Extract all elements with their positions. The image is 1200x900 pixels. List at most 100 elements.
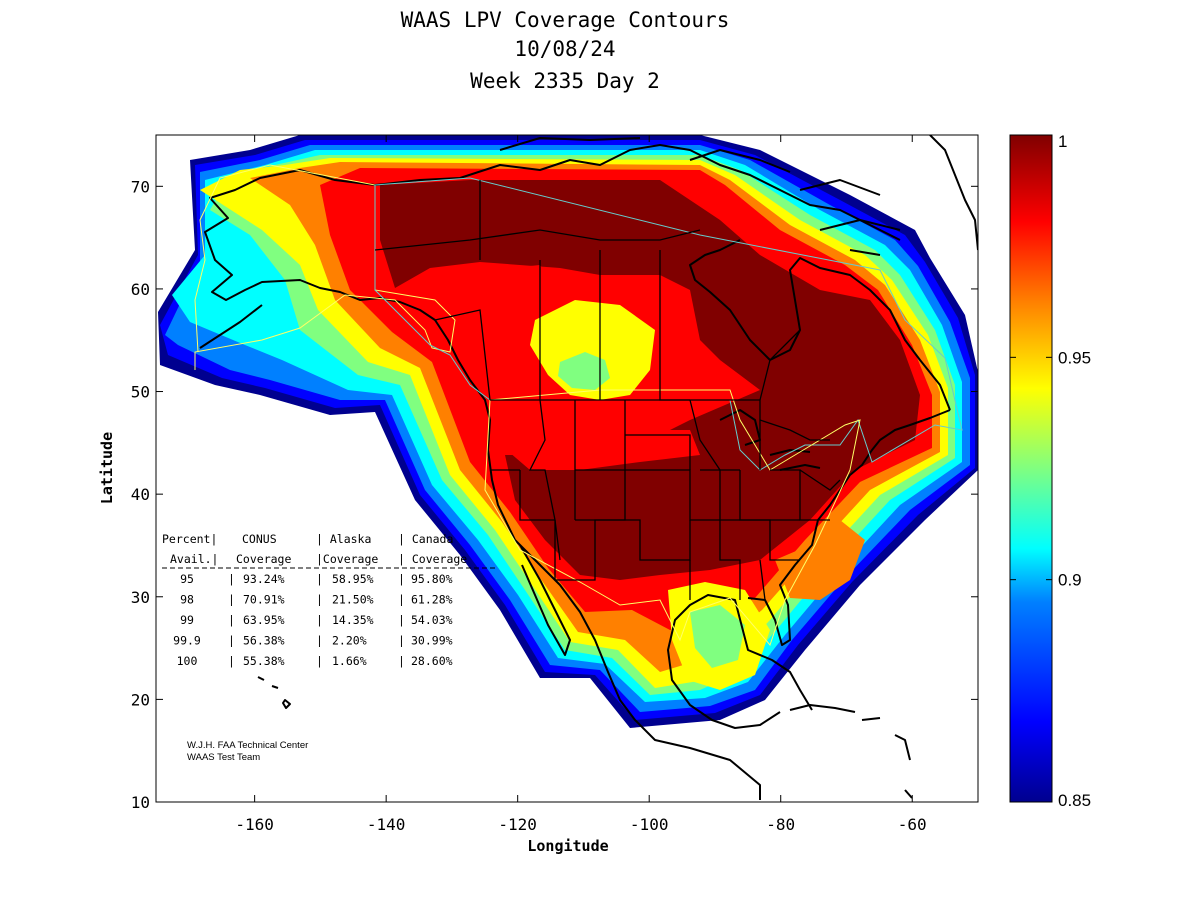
y-tick-label: 50 xyxy=(131,383,150,402)
coastline-pacific xyxy=(434,319,761,800)
coastline-caribbean xyxy=(789,704,913,799)
cell-percent: 99.9 xyxy=(173,634,201,648)
cell-alaska: 58.95% xyxy=(332,572,374,586)
cell-sep: | xyxy=(398,634,405,648)
coastline-alaska-peninsula xyxy=(199,304,263,349)
cell-canada: 28.60% xyxy=(411,654,453,668)
province-borders xyxy=(374,180,801,401)
colorbar-tick-label: 0.95 xyxy=(1058,348,1091,367)
x-tick-label: -120 xyxy=(498,815,537,834)
colorbar-tick-label: 0.9 xyxy=(1058,571,1082,590)
cell-alaska: 2.20% xyxy=(332,634,367,648)
x-tick-label: -160 xyxy=(235,815,274,834)
header-conus: CONUS xyxy=(242,532,277,546)
conus-boundary xyxy=(484,389,861,646)
header-alaska-coverage: |Coverage xyxy=(316,552,378,566)
coverage-pocket-gulf-green xyxy=(690,605,745,668)
cell-alaska: 1.66% xyxy=(332,654,367,668)
x-tick-label: -60 xyxy=(898,815,927,834)
coverage-table: Percent| CONUS | Alaska | Canada Avail.| Cov… xyxy=(162,532,495,668)
canada-boundary xyxy=(374,177,963,471)
header-percent: Percent| xyxy=(162,532,217,546)
coverage-contours xyxy=(158,135,978,728)
coastline-alaska xyxy=(204,169,436,321)
coastline-gulf xyxy=(667,594,813,729)
coastlines xyxy=(199,135,978,800)
coverage-band-100 xyxy=(380,180,920,580)
cell-canada: 61.28% xyxy=(411,593,453,607)
table-rows: 95 | 93.24% | 58.95% | 95.80% 98 | 70.91% | 21.50% |… xyxy=(173,572,452,668)
header-alaska: | Alaska xyxy=(316,532,371,546)
coastline-greenland xyxy=(929,135,978,251)
coastline-east-canada xyxy=(689,239,951,411)
great-lakes xyxy=(719,409,821,471)
cell-sep: | xyxy=(316,572,323,586)
cell-alaska: 14.35% xyxy=(332,613,374,627)
title-line-3: Week 2335 Day 2 xyxy=(470,69,660,93)
x-axis-label: Longitude xyxy=(527,837,608,855)
y-axis-label: Latitude xyxy=(98,432,116,504)
cell-sep: | xyxy=(316,634,323,648)
title-line-2: 10/08/24 xyxy=(514,37,615,61)
coverage-pocket-midcanada-green xyxy=(558,352,610,390)
cell-percent: 98 xyxy=(180,593,194,607)
cell-sep: | xyxy=(316,654,323,668)
y-tick-label: 10 xyxy=(131,793,150,812)
cell-sep: | xyxy=(398,613,405,627)
y-tick-label: 40 xyxy=(131,485,150,504)
coastline-arctic xyxy=(374,144,901,241)
cell-sep: | xyxy=(398,572,405,586)
header-canada-coverage: | Coverage xyxy=(398,552,467,566)
x-tick-label: -140 xyxy=(367,815,406,834)
plot-frame xyxy=(155,134,979,803)
y-tick-label: 30 xyxy=(131,588,150,607)
cell-sep: | xyxy=(228,654,235,668)
chart-title: WAAS LPV Coverage Contours 10/08/24 Week… xyxy=(401,8,730,93)
cell-canada: 54.03% xyxy=(411,613,453,627)
credit-line-2: WAAS Test Team xyxy=(187,752,260,763)
y-axis: 10 20 30 40 50 60 70 xyxy=(131,177,978,812)
cell-sep: | xyxy=(228,613,235,627)
table-header-1: Percent| CONUS | Alaska | Canada xyxy=(162,532,453,546)
credit: W.J.H. FAA Technical Center WAAS Test Te… xyxy=(187,740,308,763)
cell-conus: 55.38% xyxy=(243,654,285,668)
y-tick-label: 20 xyxy=(131,690,150,709)
coverage-pocket-atlantic-orange xyxy=(775,520,865,600)
coastline-florida xyxy=(747,409,951,646)
cell-canada: 30.99% xyxy=(411,634,453,648)
cell-sep: | xyxy=(228,572,235,586)
coastline-baja xyxy=(519,544,571,656)
cell-sep: | xyxy=(316,593,323,607)
coverage-pocket-conus-red xyxy=(480,400,700,470)
cell-sep: | xyxy=(228,593,235,607)
x-tick-label: -100 xyxy=(630,815,669,834)
cell-percent: 99 xyxy=(180,613,194,627)
title-line-1: WAAS LPV Coverage Contours xyxy=(401,8,730,32)
colorbar: 0.85 0.9 0.95 1 xyxy=(1009,132,1091,810)
coastline-arctic-islands xyxy=(499,137,901,256)
cell-conus: 70.91% xyxy=(243,593,285,607)
header-conus-coverage: Coverage xyxy=(236,552,291,566)
colorbar-gradient xyxy=(1010,135,1052,802)
colorbar-tick-label: 1 xyxy=(1058,132,1067,151)
cell-alaska: 21.50% xyxy=(332,593,374,607)
cell-sep: | xyxy=(228,634,235,648)
cell-conus: 56.38% xyxy=(243,634,285,648)
region-outlines xyxy=(194,164,963,646)
y-tick-label: 60 xyxy=(131,280,150,299)
cell-sep: | xyxy=(398,654,405,668)
cell-conus: 63.95% xyxy=(243,613,285,627)
colorbar-frame xyxy=(1009,134,1053,803)
colorbar-ticks: 0.85 0.9 0.95 1 xyxy=(1010,132,1091,810)
x-tick-label: -80 xyxy=(766,815,795,834)
x-axis: -160 -140 -120 -100 -80 -60 xyxy=(235,135,927,834)
map-plot-area xyxy=(156,135,978,802)
cell-sep: | xyxy=(398,593,405,607)
colorbar-tick-label: 0.85 xyxy=(1058,791,1091,810)
header-avail: Avail.| xyxy=(170,552,218,566)
cell-percent: 100 xyxy=(177,654,198,668)
cell-canada: 95.80% xyxy=(411,572,453,586)
coastline-hawaii xyxy=(257,676,291,709)
alaska-boundary xyxy=(194,164,456,370)
